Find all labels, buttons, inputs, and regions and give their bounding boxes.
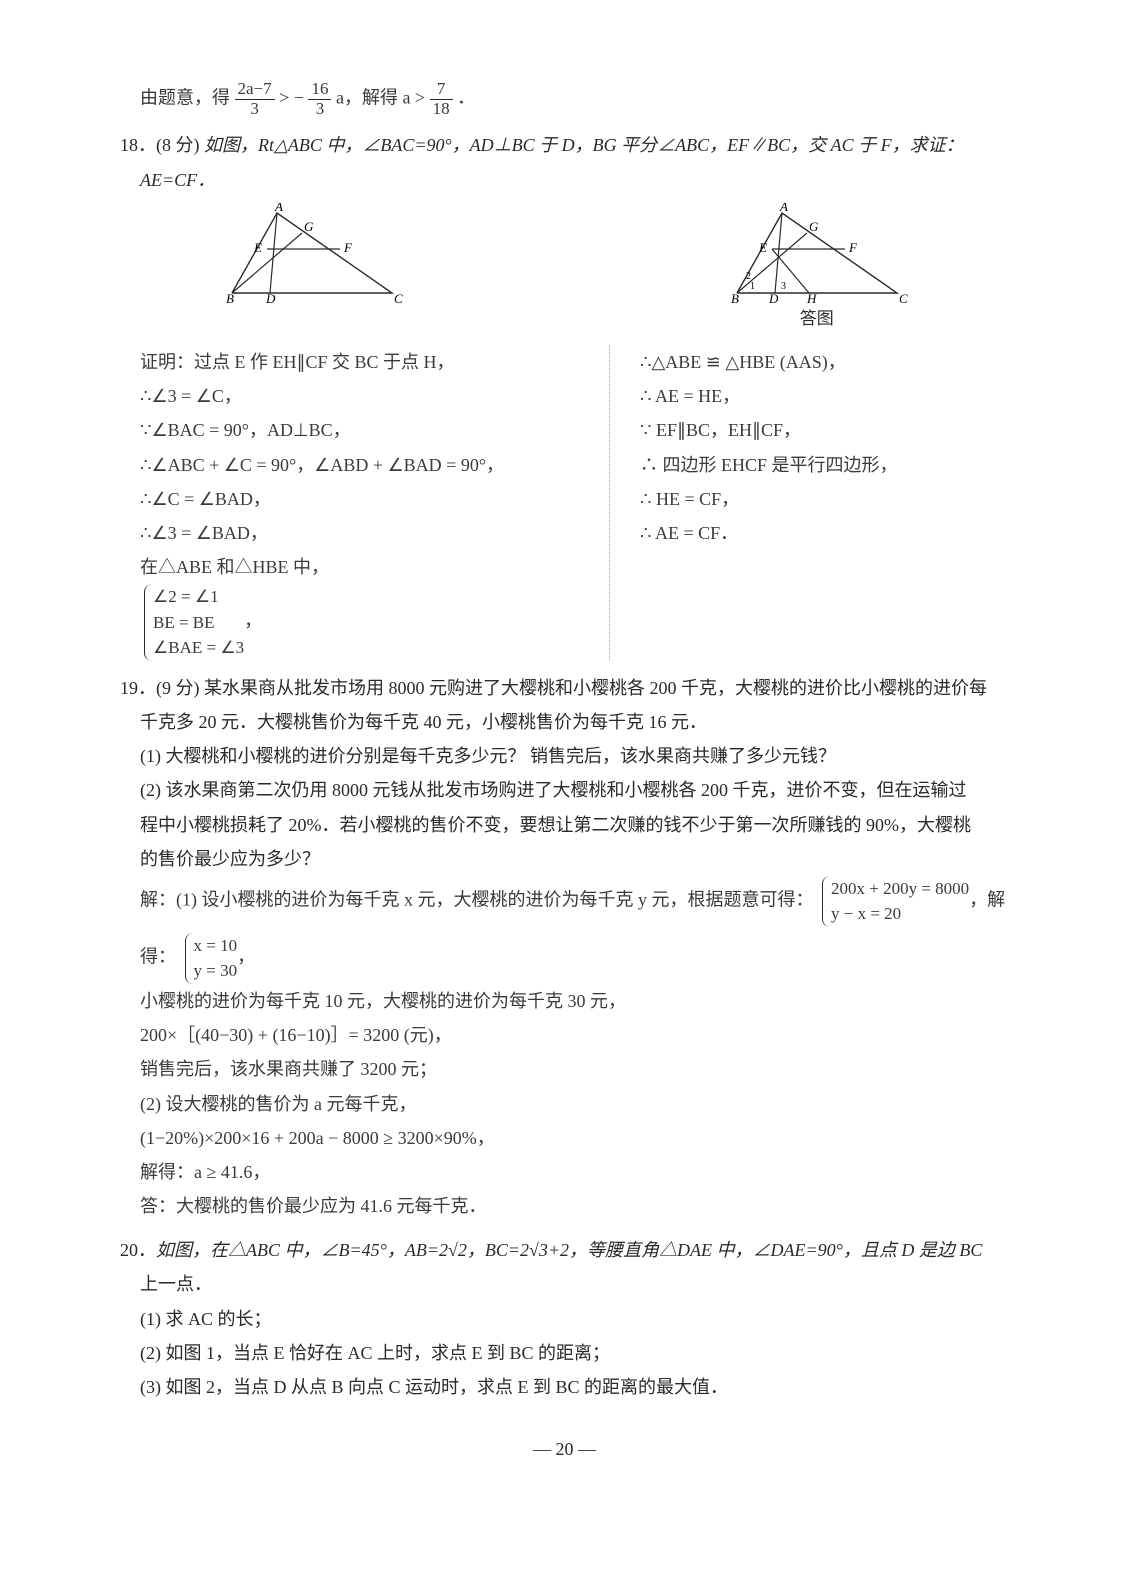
brace-line: 200x + 200y = 8000 <box>831 876 969 902</box>
stem-line: AE=CF． <box>60 163 1069 197</box>
frac-3: 7 18 <box>430 80 453 118</box>
brace-line: x = 10 <box>194 933 238 959</box>
txt: ，解 <box>969 890 1005 910</box>
proof-columns: 证明：过点 E 作 EH∥CF 交 BC 于点 H， ∴∠3 = ∠C， ∵∠B… <box>60 345 1069 661</box>
proof-line: 在△ABE 和△HBE 中， <box>140 550 569 584</box>
sol-line: 200×［(40−30) + (16−10)］= 3200 (元)， <box>140 1018 1069 1052</box>
problem-20: 20．如图，在△ABC 中，∠B=45°，AB=2√2，BC=2√3+2，等腰直… <box>60 1233 1069 1404</box>
brace-system: ∠2 = ∠1 BE = BE ∠BAE = ∠3 ， <box>140 584 569 661</box>
brace-line: ∠BAE = ∠3 <box>153 635 244 661</box>
proof-line: ∴△ABE ≌ △HBE (AAS)， <box>640 345 1069 379</box>
problem-num: 18．(8 分) <box>120 135 204 155</box>
page: { "pre17": { "line": "由题意，得", "f1_num": … <box>0 0 1129 1571</box>
stem-line: (2) 如图 1，当点 E 恰好在 AC 上时，求点 E 到 BC 的距离； <box>60 1336 1069 1370</box>
angle-1: 1 <box>750 281 755 292</box>
sol-line: (2) 设大樱桃的售价为 a 元每千克， <box>140 1087 1069 1121</box>
label-B: B <box>731 291 739 303</box>
label-H: H <box>806 291 817 303</box>
problem-num: 20． <box>120 1240 156 1260</box>
txt: 得： <box>140 947 176 967</box>
stem-line: (2) 该水果商第二次仍用 8000 元钱从批发市场购进了大樱桃和小樱桃各 20… <box>60 773 1069 807</box>
label-E: E <box>253 240 262 255</box>
brace-line: y = 30 <box>194 958 238 984</box>
proof-line: ∴∠3 = ∠C， <box>140 379 569 413</box>
txt: 解：(1) 设小樱桃的进价为每千克 x 元，大樱桃的进价为每千克 y 元，根据题… <box>140 890 814 910</box>
label-A: A <box>274 203 283 214</box>
problem-19-stem: 19．(9 分) 某水果商从批发市场用 8000 元购进了大樱桃和小樱桃各 20… <box>60 671 1069 705</box>
txt: > − <box>279 87 304 107</box>
stem-line: 千克多 20 元．大樱桃售价为每千克 40 元，小樱桃售价为每千克 16 元． <box>60 705 1069 739</box>
label-F: F <box>343 240 353 255</box>
sol-line: 小樱桃的进价为每千克 10 元，大樱桃的进价为每千克 30 元， <box>140 984 1069 1018</box>
figure-caption: 答图 <box>717 303 917 335</box>
proof-line: ∴ AE = CF． <box>640 516 1069 550</box>
label-G: G <box>809 219 819 234</box>
angle-3: 3 <box>781 281 786 292</box>
prev-solution-line: 由题意，得 2a−7 3 > − 16 3 a，解得 a > 7 18 ． <box>60 80 1069 118</box>
label-D: D <box>265 291 276 303</box>
proof-line: ∴∠C = ∠BAD， <box>140 482 569 516</box>
stem-line: 如图，Rt△ABC 中，∠BAC=90°，AD⊥BC 于 D，BG 平分∠ABC… <box>204 135 964 155</box>
stem-line: 程中小樱桃损耗了 20%．若小樱桃的售价不变，要想让第二次赚的钱不少于第一次所赚… <box>60 808 1069 842</box>
proof-line: ∴∠3 = ∠BAD， <box>140 516 569 550</box>
figure-2: A B C D E F G H 1 2 3 答图 <box>717 203 917 335</box>
problem-num: 19．(9 分) <box>120 678 204 698</box>
sol-line: 得： x = 10 y = 30 ， <box>140 933 1069 984</box>
sol-line: 答：大樱桃的售价最少应为 41.6 元每千克． <box>140 1189 1069 1223</box>
stem-line: 某水果商从批发市场用 8000 元购进了大樱桃和小樱桃各 200 千克，大樱桃的… <box>204 678 987 698</box>
brace-tail: ， <box>244 611 262 631</box>
proof-line: ∴∠ABC + ∠C = 90°，∠ABD + ∠BAD = 90°， <box>140 448 569 482</box>
proof-line: ∴ HE = CF， <box>640 482 1069 516</box>
proof-line: ∵∠BAC = 90°，AD⊥BC， <box>140 413 569 447</box>
solution-19: 解：(1) 设小樱桃的进价为每千克 x 元，大樱桃的进价为每千克 y 元，根据题… <box>60 876 1069 1223</box>
stem-line: 上一点． <box>60 1267 1069 1301</box>
proof-line: ∴ AE = HE， <box>640 379 1069 413</box>
figure-row: A B C D E F G A B C D E F G <box>60 203 1069 335</box>
brace-line: BE = BE <box>153 610 244 636</box>
frac-1: 2a−7 3 <box>235 80 275 118</box>
stem-line: (1) 求 AC 的长； <box>60 1302 1069 1336</box>
triangle-diagram-2: A B C D E F G H 1 2 3 <box>717 203 917 303</box>
brace-line: ∠2 = ∠1 <box>153 584 244 610</box>
txt: ， <box>237 947 255 967</box>
txt: a，解得 a > <box>336 87 430 107</box>
stem-line: 的售价最少应为多少？ <box>60 842 1069 876</box>
sol-line: 解得：a ≥ 41.6， <box>140 1155 1069 1189</box>
proof-line: 证明：过点 E 作 EH∥CF 交 BC 于点 H， <box>140 345 569 379</box>
proof-line: ∵ EF∥BC，EH∥CF， <box>640 413 1069 447</box>
label-C: C <box>394 291 403 303</box>
stem-line: 如图，在△ABC 中，∠B=45°，AB=2√2，BC=2√3+2，等腰直角△D… <box>156 1240 982 1260</box>
label-E: E <box>758 240 767 255</box>
problem-18-stem: 18．(8 分) 如图，Rt△ABC 中，∠BAC=90°，AD⊥BC 于 D，… <box>60 128 1069 162</box>
stem-line: (1) 大樱桃和小樱桃的进价分别是每千克多少元？ 销售完后，该水果商共赚了多少元… <box>60 739 1069 773</box>
frac-2: 16 3 <box>308 80 331 118</box>
page-number: — 20 — <box>60 1432 1069 1466</box>
label-B: B <box>226 291 234 303</box>
proof-line: ∴ 四边形 EHCF 是平行四边形， <box>640 448 1069 482</box>
angle-2: 2 <box>746 271 751 282</box>
stem-line: (3) 如图 2，当点 D 从点 B 向点 C 运动时，求点 E 到 BC 的距… <box>60 1370 1069 1404</box>
label-D: D <box>768 291 779 303</box>
txt: ． <box>457 87 475 107</box>
proof-left-col: 证明：过点 E 作 EH∥CF 交 BC 于点 H， ∴∠3 = ∠C， ∵∠B… <box>140 345 569 661</box>
sol-line: (1−20%)×200×16 + 200a − 8000 ≥ 3200×90%， <box>140 1121 1069 1155</box>
brace-line: y − x = 20 <box>831 901 969 927</box>
problem-20-stem: 20．如图，在△ABC 中，∠B=45°，AB=2√2，BC=2√3+2，等腰直… <box>60 1233 1069 1267</box>
triangle-diagram-1: A B C D E F G <box>212 203 412 303</box>
proof-right-col: ∴△ABE ≌ △HBE (AAS)， ∴ AE = HE， ∵ EF∥BC，E… <box>609 345 1069 661</box>
sol-line: 解：(1) 设小樱桃的进价为每千克 x 元，大樱桃的进价为每千克 y 元，根据题… <box>140 876 1069 927</box>
label-A: A <box>779 203 788 214</box>
label-F: F <box>848 240 858 255</box>
figure-1: A B C D E F G <box>212 203 412 335</box>
problem-18: 18．(8 分) 如图，Rt△ABC 中，∠BAC=90°，AD⊥BC 于 D，… <box>60 128 1069 660</box>
problem-19: 19．(9 分) 某水果商从批发市场用 8000 元购进了大樱桃和小樱桃各 20… <box>60 671 1069 1223</box>
label-G: G <box>304 219 314 234</box>
txt: 由题意，得 <box>140 87 230 107</box>
sol-line: 销售完后，该水果商共赚了 3200 元； <box>140 1052 1069 1086</box>
label-C: C <box>899 291 908 303</box>
